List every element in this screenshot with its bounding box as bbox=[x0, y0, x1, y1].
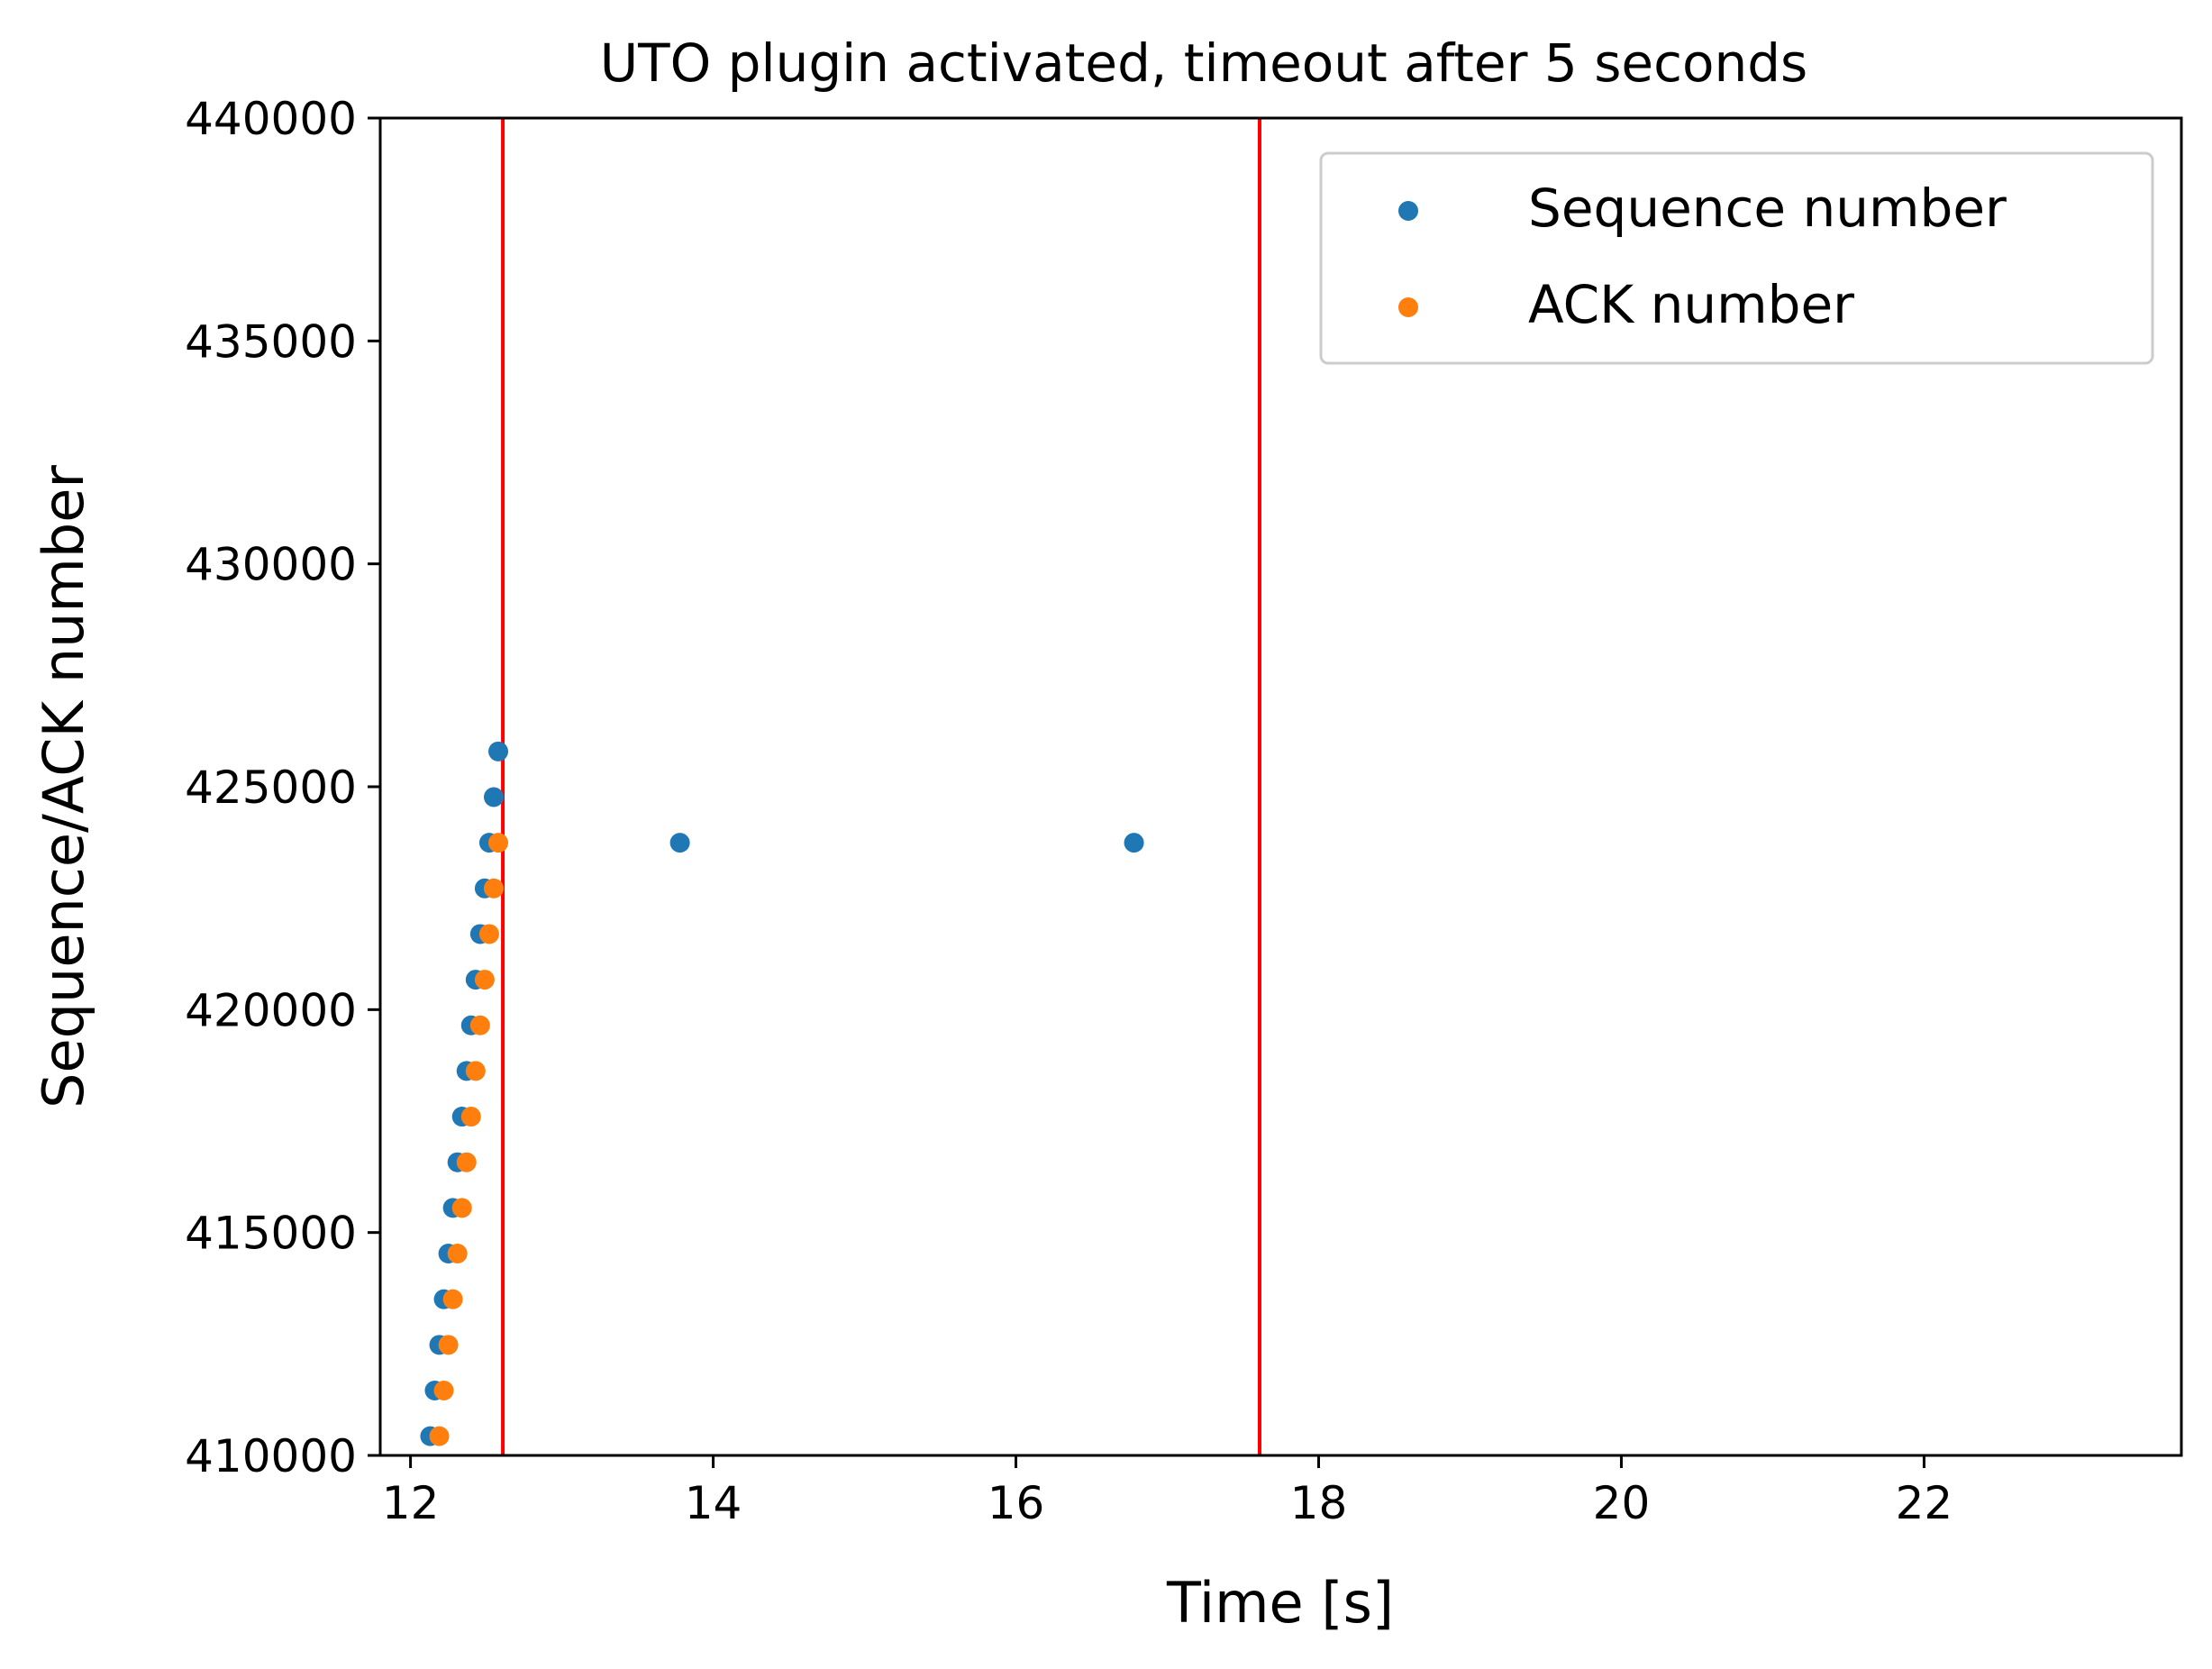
legend-label-ack-number: ACK number bbox=[1528, 274, 1854, 335]
y-tick-label: 435000 bbox=[185, 315, 357, 368]
point-ack-number bbox=[442, 1289, 463, 1309]
chart-title: UTO plugin activated, timeout after 5 se… bbox=[600, 32, 1808, 94]
y-tick-label: 420000 bbox=[185, 984, 357, 1036]
x-axis-ticks: 12 14 16 18 20 22 bbox=[382, 1455, 1953, 1529]
point-ack-number bbox=[488, 833, 509, 853]
vertical-lines bbox=[501, 118, 1261, 1455]
x-tick-label: 20 bbox=[1593, 1477, 1651, 1529]
y-tick-label: 410000 bbox=[185, 1430, 357, 1482]
x-tick-label: 18 bbox=[1290, 1477, 1348, 1529]
x-tick-label: 16 bbox=[988, 1477, 1045, 1529]
point-ack-number bbox=[451, 1198, 472, 1218]
point-ack-number bbox=[469, 1015, 490, 1035]
point-sequence-number bbox=[483, 787, 504, 807]
legend: Sequence number ACK number bbox=[1319, 151, 2154, 365]
point-ack-number bbox=[447, 1244, 468, 1264]
legend-label-sequence-number: Sequence number bbox=[1528, 178, 2007, 239]
point-ack-number bbox=[460, 1107, 481, 1127]
x-tick-label: 14 bbox=[685, 1477, 742, 1529]
x-tick-label: 22 bbox=[1896, 1477, 1953, 1529]
x-axis-label: Time [s] bbox=[1166, 1570, 1394, 1636]
data-points bbox=[420, 741, 1144, 1446]
legend-marker-sequence-number bbox=[1398, 201, 1418, 221]
point-ack-number bbox=[456, 1152, 477, 1172]
y-axis-ticks: 410000 415000 420000 425000 430000 435000 4400… bbox=[185, 93, 380, 1482]
plot-frame bbox=[378, 116, 2183, 1457]
y-tick-label: 440000 bbox=[185, 93, 357, 145]
x-tick-label: 12 bbox=[382, 1477, 440, 1529]
point-sequence-number bbox=[669, 833, 690, 853]
point-ack-number bbox=[478, 924, 499, 944]
point-ack-number bbox=[433, 1380, 454, 1400]
point-ack-number bbox=[429, 1426, 450, 1446]
point-ack-number bbox=[474, 970, 495, 990]
legend-box bbox=[1319, 151, 2154, 365]
point-ack-number bbox=[438, 1335, 459, 1355]
point-sequence-number bbox=[488, 741, 509, 762]
y-axis-label: Sequence/ACK number bbox=[31, 465, 96, 1108]
point-sequence-number bbox=[1124, 833, 1144, 853]
y-tick-label: 415000 bbox=[185, 1208, 357, 1260]
y-tick-label: 425000 bbox=[185, 762, 357, 814]
point-ack-number bbox=[465, 1061, 486, 1081]
legend-marker-ack-number bbox=[1398, 297, 1418, 317]
point-ack-number bbox=[483, 878, 504, 898]
y-tick-label: 430000 bbox=[185, 539, 357, 591]
